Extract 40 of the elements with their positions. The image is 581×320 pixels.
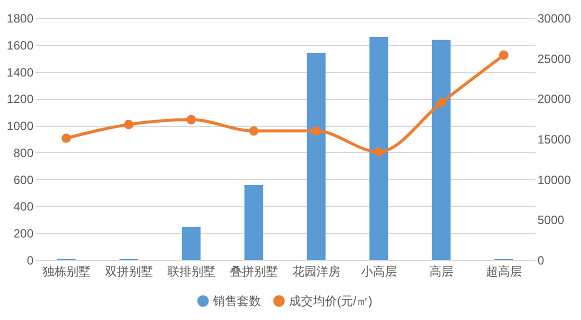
bar (306, 52, 326, 260)
y-tick-label: 800 (13, 146, 34, 160)
bar (244, 184, 264, 260)
bar (182, 227, 201, 260)
y2-tick-label: 20000 (538, 92, 572, 106)
y2-tick-label: 0 (538, 254, 544, 268)
y-tick-label: 200 (13, 226, 34, 241)
y-tick-label: 1200 (6, 92, 34, 106)
y-tick-label: 1800 (6, 12, 34, 26)
point (312, 126, 321, 136)
point (499, 50, 508, 60)
legend-label: 销售套数 (212, 294, 261, 308)
point (436, 98, 446, 108)
x-tick-label: 超高层 (486, 264, 522, 278)
x-tick-label: 联排别墅 (167, 264, 216, 278)
y-tick-label: 600 (13, 172, 34, 187)
y2-tick-label: 30000 (538, 12, 572, 26)
y-tick-label: 1400 (6, 65, 34, 80)
y2-tick-label: 10000 (538, 172, 572, 187)
y-tick-label: 400 (13, 200, 34, 214)
point (124, 120, 134, 130)
x-tick-label: 花园洋房 (292, 264, 340, 278)
y2-tick-label: 5000 (538, 213, 565, 228)
y2-tick-label: 15000 (538, 132, 572, 146)
x-tick-label: 独栋别墅 (42, 264, 90, 278)
bar (432, 40, 451, 260)
bar (369, 36, 388, 260)
y-tick-label: 0 (26, 254, 34, 268)
y2-tick-label: 25000 (538, 52, 572, 66)
x-tick-label: 高层 (429, 264, 454, 278)
x-tick-label: 叠拼别墅 (230, 264, 278, 278)
legend-label: 成交均价(元/㎡) (289, 294, 372, 308)
point (374, 147, 384, 157)
y-tick-label: 1600 (6, 38, 34, 52)
point (186, 114, 196, 124)
point (62, 133, 71, 143)
point (249, 126, 258, 136)
y-tick-label: 1000 (6, 119, 34, 134)
x-tick-label: 小高层 (360, 264, 397, 278)
x-tick-label: 双拼别墅 (104, 264, 153, 278)
